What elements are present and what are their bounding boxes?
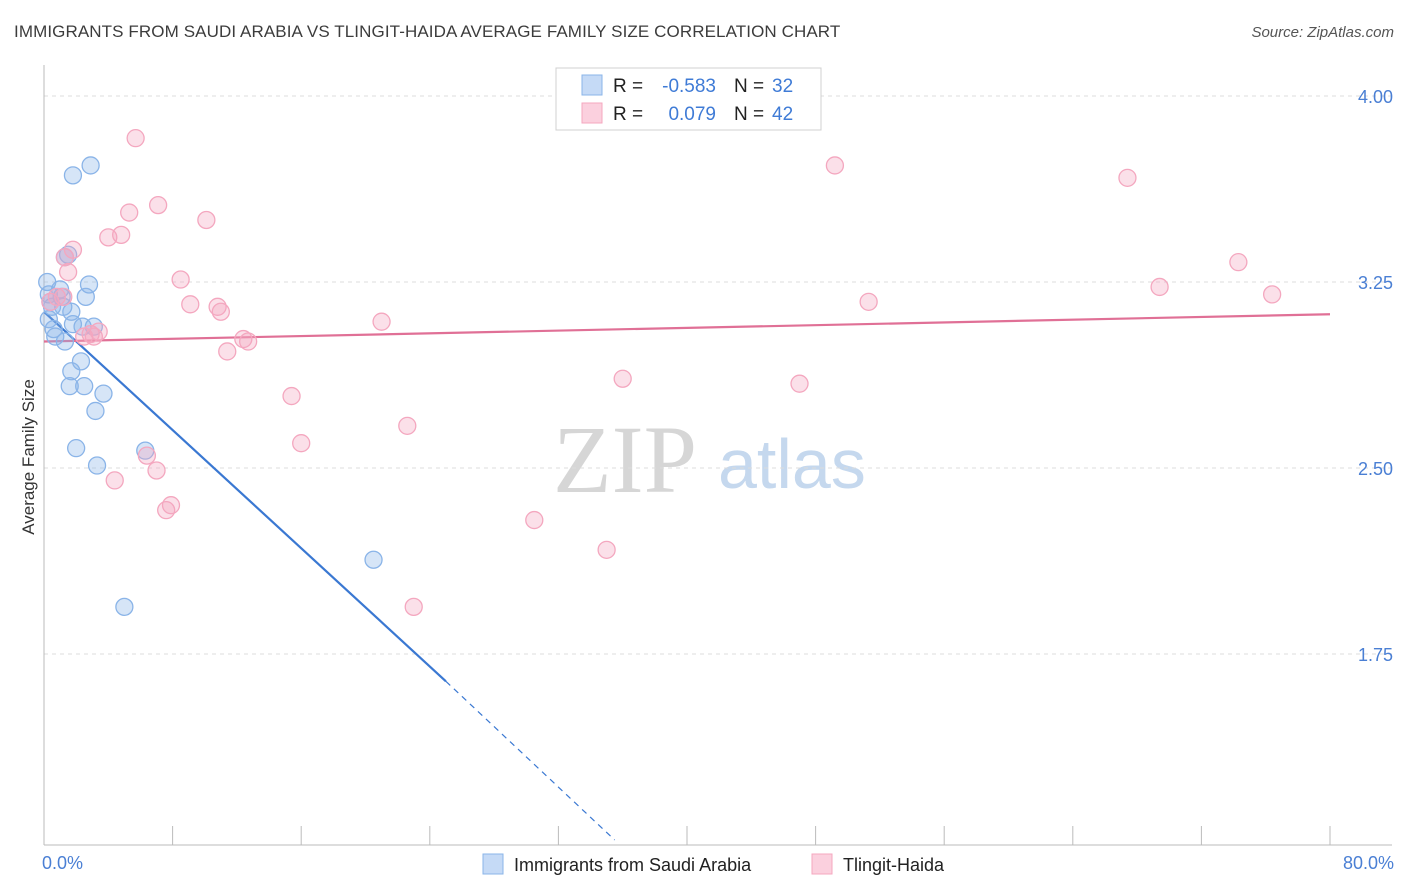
data-point-saudi bbox=[87, 456, 107, 475]
data-point-saudi bbox=[62, 362, 81, 381]
data-point-tlingit bbox=[89, 322, 108, 341]
x-tick-label: 80.0% bbox=[1343, 853, 1394, 873]
data-point-tlingit bbox=[239, 332, 258, 351]
data-point-tlingit bbox=[404, 597, 423, 617]
data-point-saudi bbox=[67, 439, 86, 458]
series-legend-swatch-tlingit bbox=[811, 853, 833, 875]
data-point-saudi bbox=[94, 384, 113, 403]
legend-n-label-saudi: N = bbox=[734, 76, 764, 97]
data-point-saudi bbox=[86, 401, 105, 421]
data-point-tlingit bbox=[58, 262, 78, 282]
data-point-tlingit bbox=[282, 386, 301, 406]
data-point-saudi bbox=[71, 352, 91, 371]
legend-n-label-tlingit: N = bbox=[734, 104, 764, 125]
data-point-tlingit bbox=[234, 329, 253, 349]
legend-swatch-tlingit bbox=[581, 102, 603, 124]
data-point-tlingit bbox=[126, 129, 145, 148]
data-point-tlingit bbox=[372, 312, 391, 331]
data-point-saudi bbox=[46, 327, 65, 346]
data-point-tlingit bbox=[525, 510, 544, 530]
y-tick-label: 2.50 bbox=[1358, 459, 1393, 479]
data-point-tlingit bbox=[137, 446, 157, 465]
y-tick-label: 1.75 bbox=[1358, 645, 1393, 665]
data-point-tlingit bbox=[105, 471, 124, 490]
data-point-tlingit bbox=[171, 270, 190, 289]
watermark-atlas: atlas bbox=[718, 425, 866, 503]
data-point-saudi bbox=[79, 275, 99, 294]
legend-r-label-tlingit: R = bbox=[613, 104, 643, 125]
watermark-zip: ZIP bbox=[553, 406, 697, 513]
data-point-tlingit bbox=[161, 496, 181, 515]
data-point-tlingit bbox=[613, 369, 632, 388]
legend-n-value-tlingit: 42 bbox=[772, 104, 793, 125]
data-point-tlingit bbox=[825, 156, 845, 175]
series-legend: Immigrants from Saudi Arabia Tlingit-Hai… bbox=[482, 853, 945, 875]
source-credit: Source: ZipAtlas.com bbox=[1251, 24, 1394, 41]
data-point-tlingit bbox=[120, 203, 139, 222]
data-point-tlingit bbox=[292, 434, 311, 453]
data-point-tlingit bbox=[1262, 285, 1282, 304]
legend-swatch-saudi bbox=[581, 74, 603, 96]
data-point-saudi bbox=[75, 377, 94, 396]
data-point-tlingit bbox=[859, 292, 878, 311]
data-point-tlingit bbox=[181, 295, 200, 314]
data-point-tlingit bbox=[47, 287, 67, 307]
data-point-tlingit bbox=[197, 210, 216, 230]
data-point-tlingit bbox=[63, 240, 83, 259]
data-point-tlingit bbox=[218, 342, 237, 361]
data-point-tlingit bbox=[790, 374, 809, 393]
data-point-saudi bbox=[55, 332, 75, 351]
x-tick-label: 0.0% bbox=[42, 853, 83, 873]
y-tick-label: 3.25 bbox=[1358, 273, 1393, 293]
series-legend-swatch-saudi bbox=[482, 853, 504, 875]
data-point-tlingit bbox=[1118, 168, 1137, 187]
legend-r-value-saudi: -0.583 bbox=[662, 76, 716, 97]
data-point-saudi bbox=[63, 166, 83, 185]
data-point-saudi bbox=[115, 597, 134, 617]
data-point-saudi bbox=[364, 550, 383, 569]
data-point-tlingit bbox=[1150, 277, 1169, 297]
data-point-tlingit bbox=[211, 302, 230, 321]
data-point-saudi bbox=[81, 156, 100, 175]
data-point-tlingit bbox=[147, 461, 166, 480]
trend-line-saudi bbox=[43, 310, 447, 683]
data-point-tlingit bbox=[597, 540, 616, 559]
trend-line-extension-saudi bbox=[445, 680, 616, 841]
data-point-tlingit bbox=[148, 195, 168, 215]
y-tick-label: 4.00 bbox=[1358, 87, 1393, 107]
series-legend-label-tlingit: Tlingit-Haida bbox=[843, 855, 945, 875]
stats-legend: R = -0.583 N = 32 R = 0.079 N = 42 bbox=[555, 67, 822, 131]
data-point-tlingit bbox=[54, 287, 73, 307]
legend-r-label-saudi: R = bbox=[613, 76, 643, 97]
data-point-saudi bbox=[44, 319, 63, 339]
data-point-tlingit bbox=[398, 416, 417, 435]
legend-r-value-tlingit: 0.079 bbox=[668, 104, 716, 125]
legend-n-value-saudi: 32 bbox=[772, 76, 793, 97]
trend-line-tlingit bbox=[43, 313, 1331, 343]
series-legend-label-saudi: Immigrants from Saudi Arabia bbox=[514, 855, 752, 875]
data-point-tlingit bbox=[112, 225, 131, 245]
chart-title: IMMIGRANTS FROM SAUDI ARABIA VS TLINGIT-… bbox=[14, 22, 841, 41]
data-point-saudi bbox=[60, 377, 79, 396]
data-point-tlingit bbox=[1229, 253, 1248, 272]
y-axis-title: Average Family Size bbox=[19, 379, 38, 535]
data-point-tlingit bbox=[208, 297, 227, 316]
